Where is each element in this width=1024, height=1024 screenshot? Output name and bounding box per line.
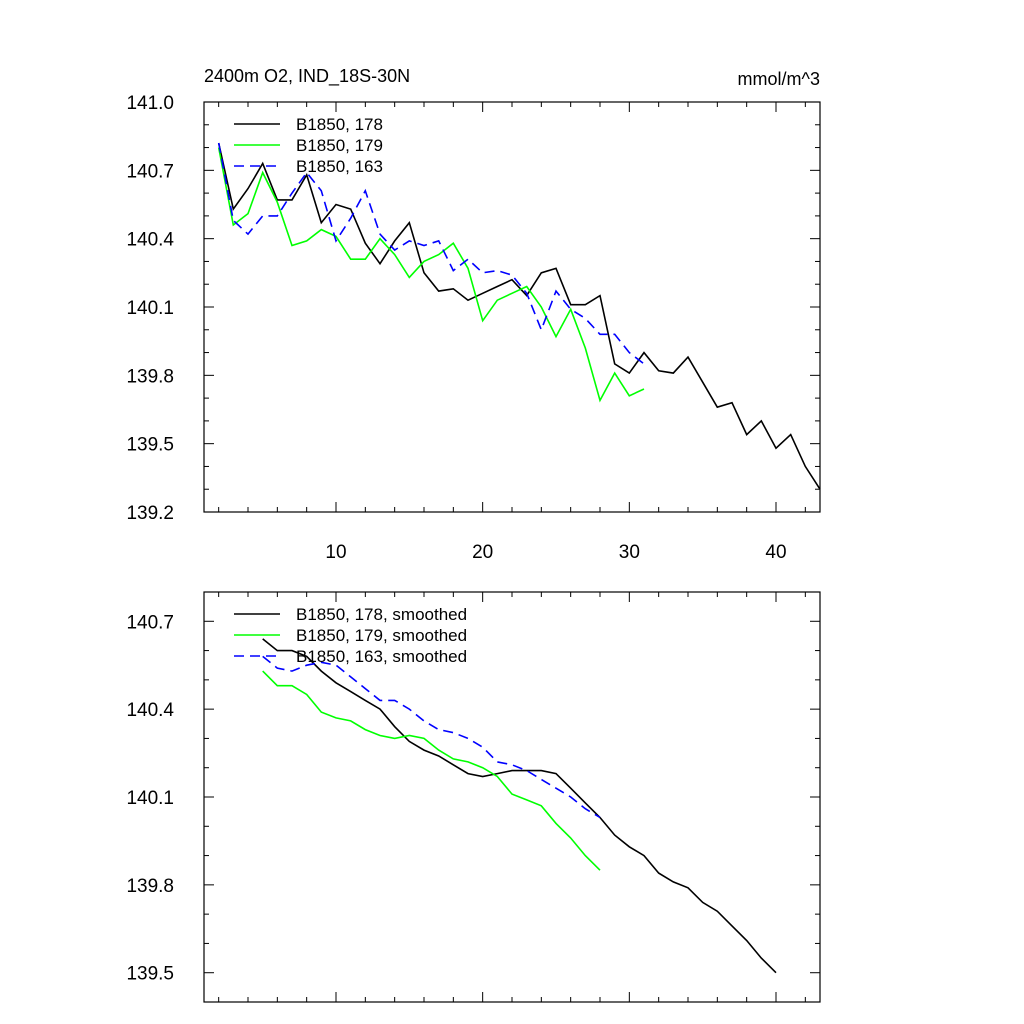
y-tick-label: 140.1 <box>126 298 174 319</box>
y-tick-label: 140.1 <box>126 788 174 809</box>
x-tick-label: 10 <box>325 542 346 563</box>
x-tick-label: 20 <box>472 542 493 563</box>
series-line-b1850-163-smoothed <box>262 655 601 819</box>
series-line-b1850-179-smoothed <box>262 670 601 871</box>
bottom-chart: 139.5 139.8 140.1 140.4 140.7 B1850, 178, smo… <box>126 591 821 1003</box>
legend-label: B1850, 163 <box>296 157 383 176</box>
y-tick-label: 139.5 <box>126 435 174 456</box>
series-line-b1850-163 <box>217 142 645 365</box>
legend-label: B1850, 178, smoothed <box>296 605 467 624</box>
legend-label: B1850, 163, smoothed <box>296 647 467 666</box>
y-tick-label: 140.4 <box>126 230 174 251</box>
y-tick-label: 140.4 <box>126 700 174 721</box>
x-tick-label: 40 <box>765 542 786 563</box>
top-chart: 2400m O2, IND_18S-30N mmol/m^3 139.2 139.… <box>126 66 821 563</box>
x-tick-label: 30 <box>619 542 640 563</box>
legend-label: B1850, 179, smoothed <box>296 626 467 645</box>
series-line-b1850-178 <box>217 142 821 490</box>
y-tick-label: 139.8 <box>126 876 174 897</box>
legend-label: B1850, 179 <box>296 136 383 155</box>
y-tick-label: 139.2 <box>126 503 174 524</box>
legend-label: B1850, 178 <box>296 115 383 134</box>
y-tick-label: 140.7 <box>126 612 174 633</box>
chart-title: 2400m O2, IND_18S-30N <box>204 66 410 87</box>
units-label: mmol/m^3 <box>738 69 820 89</box>
y-tick-label: 139.8 <box>126 366 174 387</box>
y-tick-label: 140.7 <box>126 161 174 182</box>
y-tick-label: 139.5 <box>126 964 174 985</box>
series-line-b1850-178-smoothed <box>262 638 777 974</box>
series-line-b1850-179 <box>217 147 645 403</box>
y-tick-label: 141.0 <box>126 93 174 114</box>
